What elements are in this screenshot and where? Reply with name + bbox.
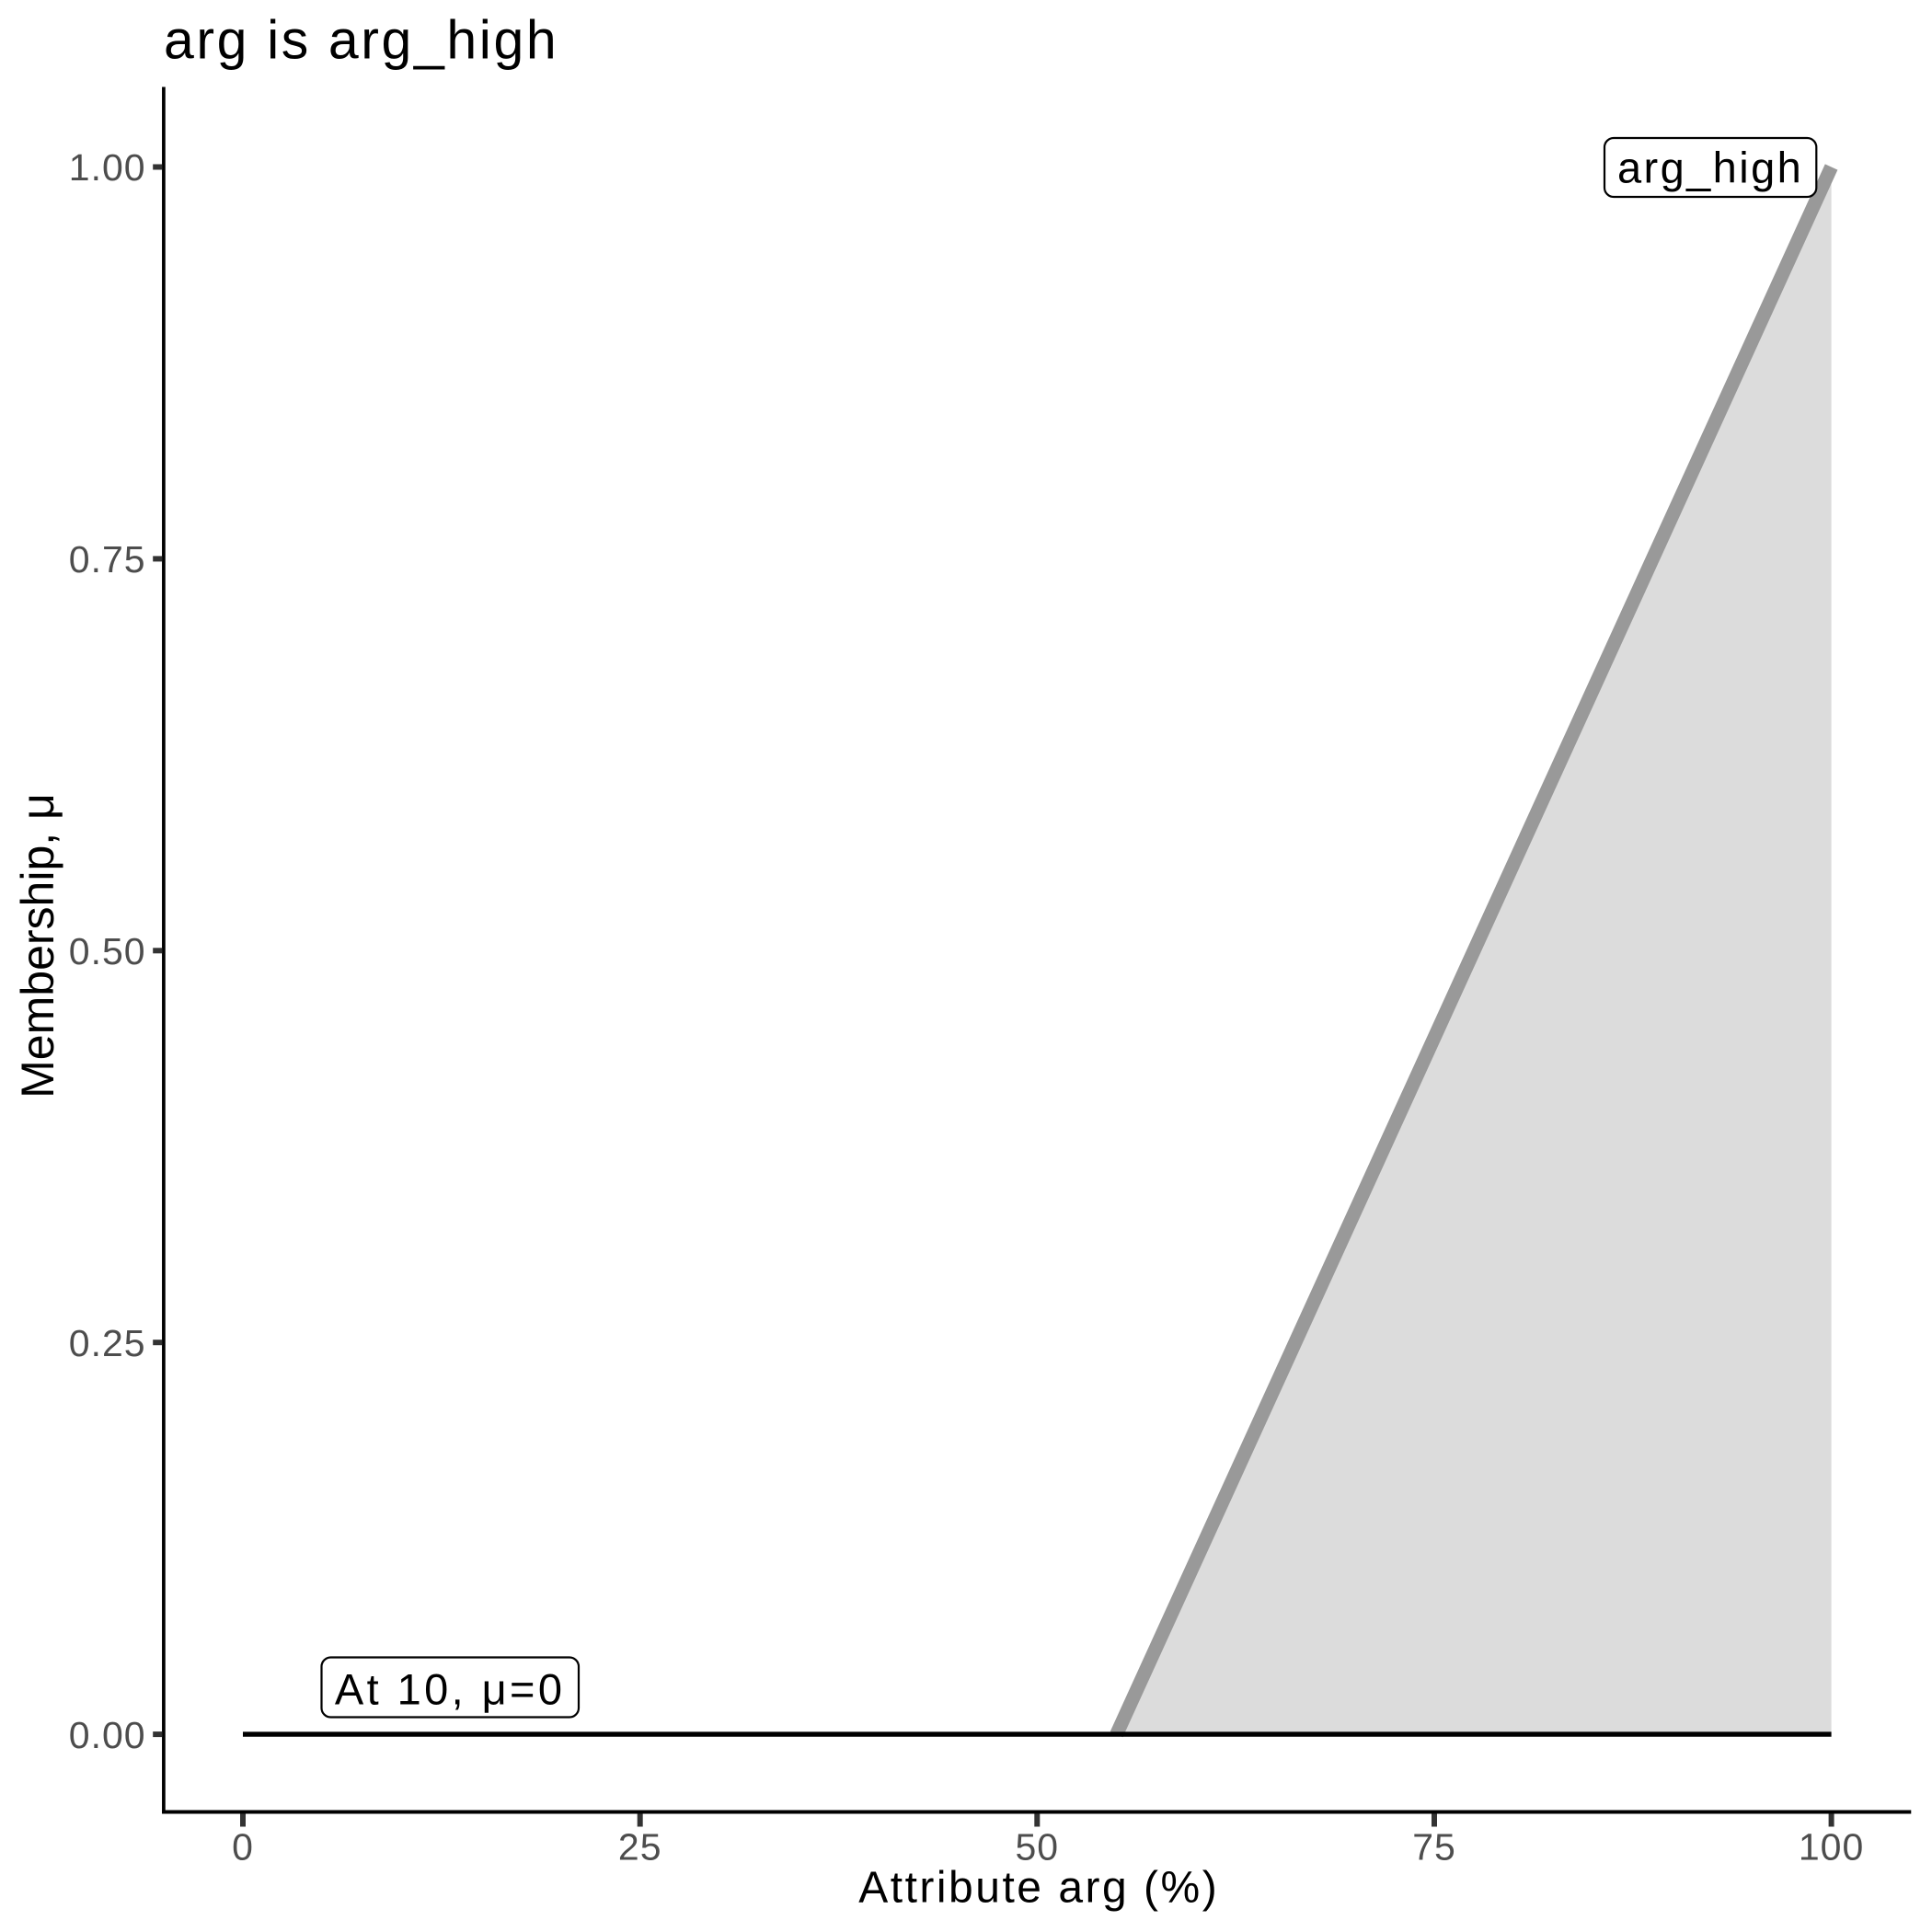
svg-text:0.00: 0.00	[69, 1714, 146, 1756]
svg-text:Attribute arg (%): Attribute arg (%)	[858, 1864, 1219, 1913]
svg-text:0.50: 0.50	[69, 930, 146, 972]
svg-text:25: 25	[618, 1826, 662, 1869]
svg-text:arg_high: arg_high	[1617, 144, 1803, 192]
svg-text:0.75: 0.75	[69, 538, 146, 581]
svg-text:At 10, μ=0: At 10, μ=0	[335, 1665, 566, 1714]
svg-text:arg is arg_high: arg is arg_high	[164, 9, 558, 70]
svg-text:1.00: 1.00	[69, 146, 146, 189]
svg-text:0: 0	[232, 1826, 254, 1869]
svg-text:75: 75	[1412, 1826, 1456, 1869]
svg-text:Membership, μ: Membership, μ	[12, 793, 63, 1098]
svg-text:50: 50	[1015, 1826, 1059, 1869]
svg-text:100: 100	[1799, 1826, 1864, 1869]
svg-text:0.25: 0.25	[69, 1322, 146, 1364]
